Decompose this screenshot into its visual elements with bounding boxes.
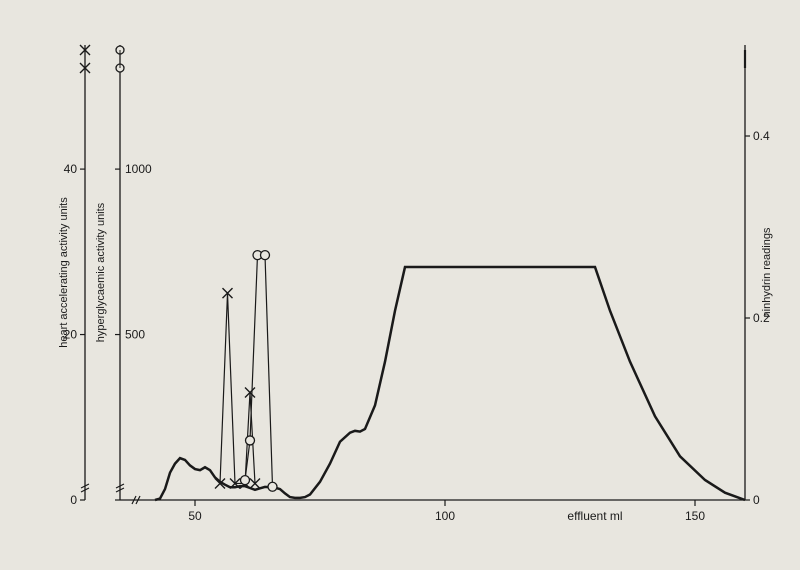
y-axis-label-ninhydrin: ninhydrin readings (761, 227, 773, 317)
y-tick-label-hyper: 1000 (125, 162, 152, 176)
y-axis-label-hyper: hyperglycaemic activity units (95, 202, 107, 342)
o-marker-icon (241, 476, 250, 485)
chart-container: 50100150effluent ml02040heart accelerati… (0, 0, 800, 570)
x-tick-label: 150 (685, 509, 705, 523)
y-axis-label-heart: heart accelerating activity units (58, 197, 70, 348)
o-marker-icon (261, 251, 270, 260)
o-marker-icon (246, 436, 255, 445)
o-marker-icon (268, 482, 277, 491)
y-tick-label-hyper: 500 (125, 328, 145, 342)
y-tick-label-ninhydrin: 0 (753, 493, 760, 507)
x-tick-label: 50 (188, 509, 202, 523)
x-tick-label: 100 (435, 509, 455, 523)
x-axis-label: effluent ml (567, 509, 622, 523)
y-tick-label-ninhydrin: 0.4 (753, 129, 770, 143)
y-tick-label-heart: 40 (64, 162, 78, 176)
y-tick-label-heart: 0 (70, 493, 77, 507)
chromatography-chart: 50100150effluent ml02040heart accelerati… (0, 0, 800, 570)
